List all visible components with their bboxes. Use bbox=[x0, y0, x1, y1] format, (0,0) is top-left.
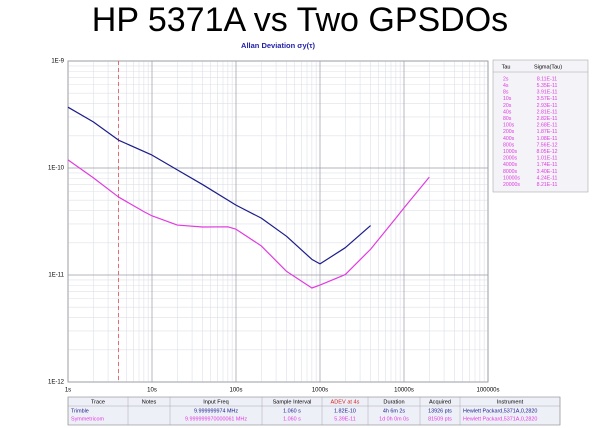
tau-table-header: Sigma(Tau) bbox=[534, 64, 562, 70]
tau-table-cell: 10s bbox=[503, 96, 512, 102]
series-line bbox=[67, 159, 430, 289]
y-tick-label: 1E-12 bbox=[48, 380, 65, 386]
x-tick-label: 100s bbox=[229, 388, 242, 394]
tau-table-cell: 8.05E-12 bbox=[536, 149, 557, 155]
tau-table-cell: 8.21E-11 bbox=[537, 182, 558, 188]
trace-table-cell: 4h 6m 2s bbox=[383, 408, 405, 414]
tau-table-cell: 2.93E-11 bbox=[537, 103, 558, 109]
trace-table-cell: 13926 pts bbox=[428, 408, 452, 414]
tau-table-cell: 1.74E-11 bbox=[537, 162, 558, 168]
x-tick-label: 1s bbox=[65, 388, 71, 394]
tau-table-cell: 5.35E-11 bbox=[537, 83, 558, 89]
tau-table-cell: 7.56E-12 bbox=[536, 142, 557, 148]
tau-table-cell: 2.68E-11 bbox=[537, 123, 558, 129]
tau-table-cell: 3.40E-11 bbox=[537, 169, 558, 175]
trace-table-header: Instrument bbox=[497, 399, 524, 405]
trace-table-header: Acquired bbox=[429, 399, 451, 405]
plot-area bbox=[67, 60, 489, 383]
tau-table-frame bbox=[492, 59, 589, 193]
trace-table-cell: 1.82E-10 bbox=[334, 408, 356, 414]
tau-table-cell: 10000s bbox=[503, 175, 520, 181]
trace-table-cell: 9.999999974 MHz bbox=[194, 408, 238, 414]
x-tick-label: 10000s bbox=[394, 388, 414, 394]
trace-table-cell: 81509 pts bbox=[428, 416, 452, 422]
series-line bbox=[67, 106, 371, 265]
tau-table-cell: 2.81E-11 bbox=[537, 109, 558, 115]
slide-title: HP 5371A vs Two GPSDOs bbox=[92, 1, 508, 39]
tau-table-cell: 100s bbox=[503, 123, 515, 129]
trace-table-cell: Hewlett Packard,5371A,0,2820 bbox=[463, 408, 537, 414]
tau-table-cell: 4.24E-11 bbox=[537, 175, 558, 181]
trace-table-cell: Hewlett Packard,5371A,0,2820 bbox=[463, 416, 537, 422]
tau-table-cell: 2.82E-11 bbox=[537, 116, 558, 122]
trace-table-cell: 1.060 s bbox=[283, 416, 301, 422]
chart-title: Allan Deviation σy(τ) bbox=[241, 41, 315, 50]
tau-table-cell: 2000s bbox=[503, 156, 518, 162]
tau-table-cell: 3.91E-11 bbox=[537, 90, 558, 96]
tau-table-cell: 1.01E-11 bbox=[537, 156, 558, 162]
tau-table-cell: 20s bbox=[503, 103, 512, 109]
tau-table-cell: 3.57E-11 bbox=[537, 96, 558, 102]
trace-table-cell: Trimble bbox=[71, 408, 89, 414]
trace-table-frame bbox=[67, 396, 561, 426]
trace-table-cell: Symmetricom bbox=[71, 416, 104, 422]
tau-table-cell: 200s bbox=[503, 129, 515, 135]
trace-table-header: Sample Interval bbox=[273, 399, 312, 405]
tau-table-cell: 80s bbox=[503, 116, 512, 122]
tau-table-cell: 1.08E-11 bbox=[537, 136, 558, 142]
trace-table-cell: 5.39E-11 bbox=[334, 416, 355, 422]
trace-table-cell: 1.060 s bbox=[283, 408, 301, 414]
tau-table-cell: 1.87E-11 bbox=[537, 129, 558, 135]
y-tick-label: 1E-10 bbox=[48, 166, 65, 172]
tau-table-cell: 40s bbox=[503, 109, 512, 115]
x-tick-label: 100000s bbox=[476, 388, 499, 394]
tau-table-cell: 400s bbox=[503, 136, 515, 142]
tau-table-cell: 1000s bbox=[503, 149, 518, 155]
tau-table-cell: 800s bbox=[503, 142, 515, 148]
trace-table-cell: 9.999999970000061 MHz bbox=[185, 416, 247, 422]
tau-table-cell: 2s bbox=[503, 76, 509, 82]
y-tick-label: 1E-11 bbox=[48, 273, 64, 279]
tau-table-cell: 8000s bbox=[503, 169, 518, 175]
trace-table-header: ADEV at 4s bbox=[331, 399, 360, 405]
tau-table-header: Tau bbox=[502, 64, 511, 70]
tau-table-cell: 8.11E-11 bbox=[537, 76, 557, 82]
tau-table-cell: 4000s bbox=[503, 162, 518, 168]
tau-table-cell: 4s bbox=[503, 83, 509, 89]
x-tick-label: 1000s bbox=[312, 388, 328, 394]
trace-table-header: Notes bbox=[142, 399, 157, 405]
trace-table-header: Input Freq bbox=[203, 399, 229, 405]
trace-table-header: Trace bbox=[91, 399, 105, 405]
trace-table-header: Duration bbox=[383, 399, 404, 405]
y-tick-label: 1E-9 bbox=[51, 59, 64, 65]
tau-table-cell: 8s bbox=[503, 90, 509, 96]
tau-table-cell: 20000s bbox=[503, 182, 520, 188]
x-tick-label: 10s bbox=[147, 388, 157, 394]
trace-table-cell: 1d 0h 0m 0s bbox=[379, 416, 409, 422]
